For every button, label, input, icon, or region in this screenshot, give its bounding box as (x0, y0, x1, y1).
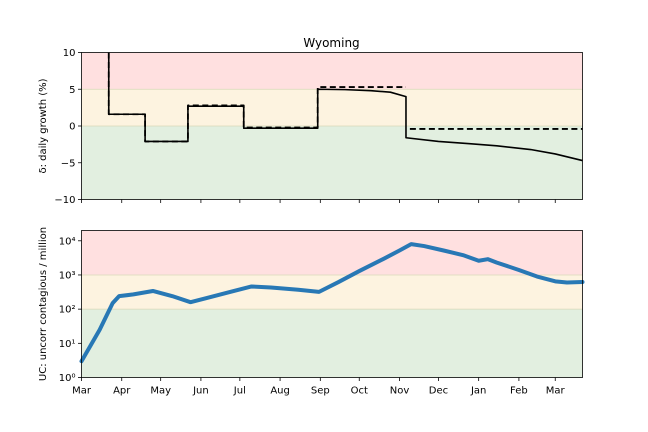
axes-frame (81, 230, 583, 378)
band-1 (81, 89, 583, 126)
x-tick-label-5: Aug (270, 386, 290, 397)
x-tick-label-6: Sep (311, 386, 330, 397)
y-tick-label-1: 5 (69, 85, 75, 96)
contagious-panel: 10⁴ 10³ 10² 10¹ 10⁰ Mar Apr May Jun Jul Aug Sep Oct N… (38, 227, 585, 397)
x-tick-label-9: Dec (429, 386, 448, 397)
x-tick-label-12: Mar (546, 386, 566, 397)
x-tick-label-3: Jun (192, 386, 209, 397)
y-tick-label-0: 10 (63, 48, 76, 59)
x-tick-label-0: Mar (72, 386, 92, 397)
y-tick-label-3: −5 (61, 158, 76, 169)
band-0 (81, 230, 583, 275)
y-tick-label-4: 10⁰ (59, 373, 76, 384)
y-tick-label-1: 10³ (59, 270, 76, 281)
band-1 (81, 274, 583, 310)
y-axis-label: δ: daily growth (%) (38, 78, 49, 173)
chart-title: Wyoming (303, 36, 359, 50)
x-tick-label-10: Jan (470, 386, 486, 397)
x-tick-label-7: Oct (351, 386, 368, 397)
y-tick-label-3: 10¹ (59, 339, 76, 350)
y-tick-label-2: 0 (69, 122, 75, 133)
y-axis-label: UC: uncorr contagious / million (38, 227, 49, 381)
x-tick-label-2: May (150, 386, 171, 397)
band-2 (81, 126, 583, 200)
growth-panel: 10 5 0 −5 −10 δ: daily growth (%) (38, 48, 583, 206)
x-tick-label-8: Nov (390, 386, 410, 397)
y-tick-label-2: 10² (59, 305, 76, 316)
band-2 (81, 309, 583, 378)
y-tick-label-0: 10⁴ (59, 236, 76, 247)
series-line-0 (79, 242, 585, 364)
series-line-0 (107, 52, 583, 162)
y-tick-label-4: −10 (54, 195, 75, 206)
x-tick-label-1: Apr (113, 386, 131, 397)
band-0 (81, 52, 583, 90)
x-tick-label-11: Feb (510, 386, 528, 397)
series-line-1 (107, 52, 406, 143)
x-tick-label-4: Jul (233, 386, 246, 397)
